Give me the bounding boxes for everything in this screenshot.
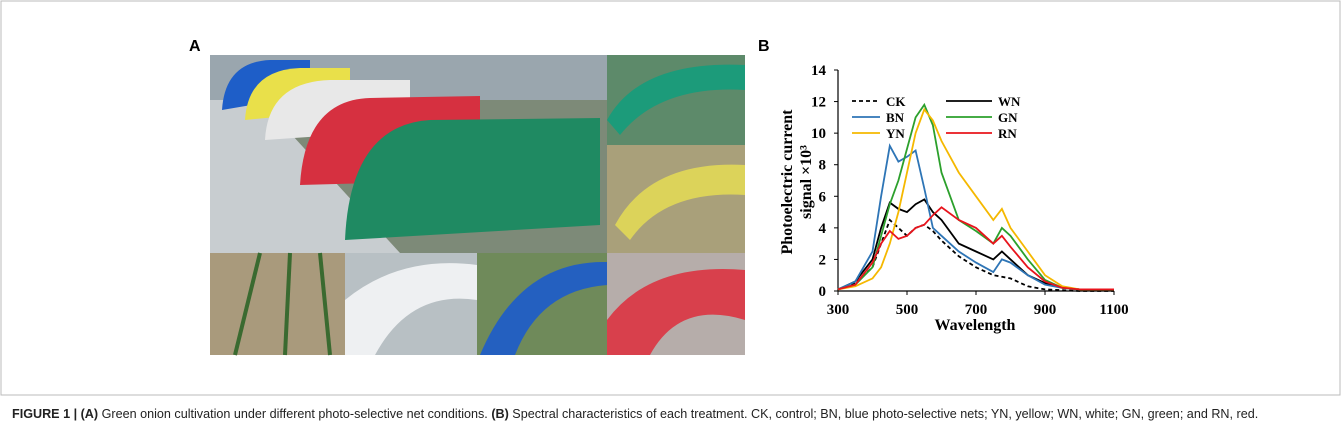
y-tick-label: 4 (819, 221, 827, 237)
y-tick-label: 12 (811, 95, 826, 111)
x-tick-label: 700 (965, 302, 988, 318)
legend-label: YN (886, 126, 905, 141)
caption-text: Green onion cultivation under different … (98, 407, 491, 421)
x-tick-label: 500 (896, 302, 919, 318)
caption-text: Spectral characteristics of each treatme… (509, 407, 1258, 421)
legend-label: WN (998, 94, 1021, 109)
chart: Wavelength Photoelectric current signal … (779, 63, 1129, 334)
x-tick-label: 900 (1034, 302, 1057, 318)
photo-collage (210, 55, 745, 355)
legend-label: BN (886, 110, 905, 125)
x-axis-label: Wavelength (935, 317, 1016, 334)
y-tick-label: 8 (819, 158, 827, 174)
legend-label: GN (998, 110, 1018, 125)
page: A B Wavelength Photoelectric current sig… (0, 0, 1342, 448)
y-tick-label: 2 (819, 252, 827, 268)
series-line (838, 207, 1114, 289)
caption-panel: (A) (81, 407, 98, 421)
caption-panel: (B) (491, 407, 508, 421)
legend-label: CK (886, 94, 906, 109)
panel-label: A (189, 38, 201, 55)
caption: FIGURE 1 | (A) Green onion cultivation u… (12, 404, 1312, 424)
y-tick-label: 10 (811, 126, 826, 142)
y-axis-label: Photoelectric current (779, 109, 796, 255)
legend-label: RN (998, 126, 1017, 141)
caption-figure: FIGURE 1 | (12, 407, 81, 421)
y-tick-label: 6 (819, 189, 827, 205)
figure: A B Wavelength Photoelectric current sig… (0, 0, 1342, 398)
x-tick-label: 1100 (1099, 302, 1128, 318)
x-tick-label: 300 (827, 302, 850, 318)
panel-label: B (758, 38, 770, 55)
y-tick-label: 0 (819, 284, 827, 300)
y-axis-label: signal ×10³ (798, 145, 815, 219)
y-tick-label: 14 (811, 63, 827, 79)
